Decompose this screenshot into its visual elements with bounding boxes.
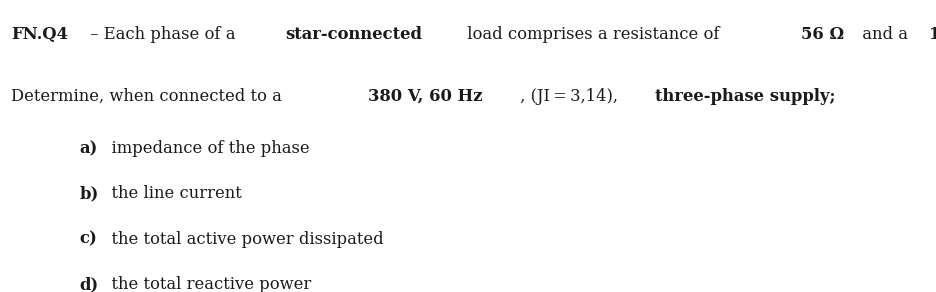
Text: d): d) (80, 276, 98, 292)
Text: star-connected: star-connected (285, 26, 422, 43)
Text: 56 Ω: 56 Ω (800, 26, 843, 43)
Text: the line current: the line current (101, 185, 241, 202)
Text: the total reactive power: the total reactive power (101, 276, 311, 292)
Text: b): b) (80, 185, 99, 202)
Text: FN.Q4: FN.Q4 (11, 26, 68, 43)
Text: , (JI = 3,14),: , (JI = 3,14), (515, 88, 622, 105)
Text: the total active power dissipated: the total active power dissipated (101, 231, 384, 248)
Text: 380 V, 60 Hz: 380 V, 60 Hz (367, 88, 481, 105)
Text: three-phase supply;: three-phase supply; (654, 88, 835, 105)
Text: load comprises a resistance of: load comprises a resistance of (461, 26, 724, 43)
Text: impedance of the phase: impedance of the phase (101, 140, 310, 157)
Text: Determine, when connected to a: Determine, when connected to a (11, 88, 287, 105)
Text: c): c) (80, 231, 97, 248)
Text: – Each phase of a: – Each phase of a (84, 26, 241, 43)
Text: 155 mH: 155 mH (929, 26, 936, 43)
Text: and a: and a (856, 26, 913, 43)
Text: a): a) (80, 140, 97, 157)
